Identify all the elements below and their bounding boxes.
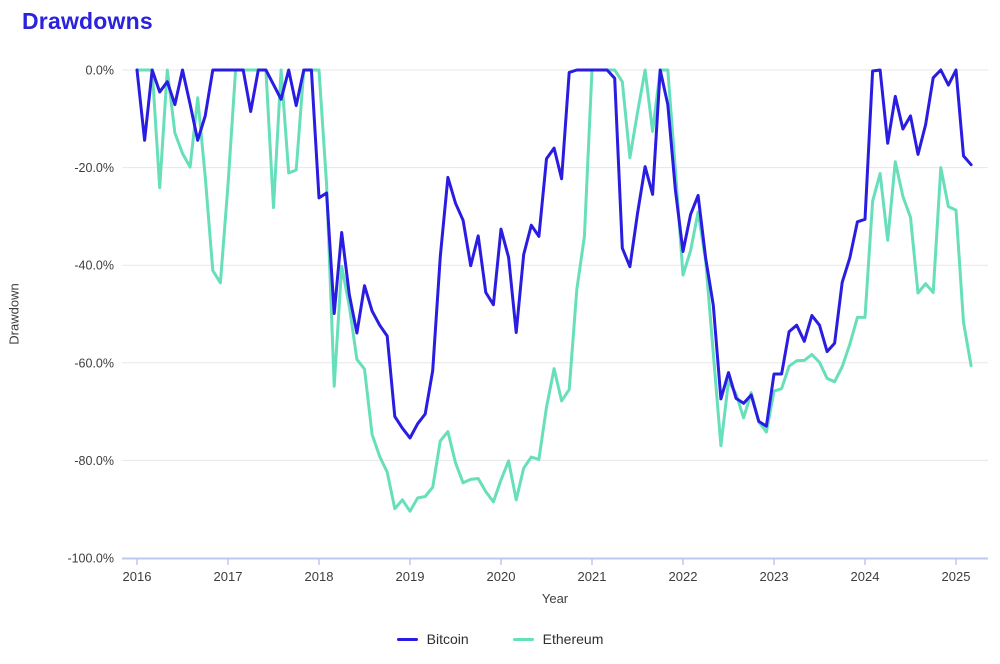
y-tick-label: -100.0% bbox=[67, 552, 114, 566]
drawdowns-line-chart[interactable]: 0.0% -20.0% -40.0% -60.0% -80.0% -100.0% 2016 2… bbox=[0, 0, 1000, 620]
y-tick-label: -80.0% bbox=[74, 454, 114, 468]
x-axis-title: Year bbox=[541, 591, 569, 606]
ethereum-drawdown-line[interactable] bbox=[135, 68, 973, 513]
ethereum-line-swatch-icon bbox=[512, 637, 534, 641]
x-tick-label: 2019 bbox=[396, 569, 425, 584]
x-tick-label: 2024 bbox=[851, 569, 880, 584]
x-tick-label: 2016 bbox=[123, 569, 152, 584]
x-tick-label: 2023 bbox=[760, 569, 789, 584]
legend-item-ethereum[interactable]: Ethereum bbox=[512, 631, 604, 647]
x-tick-label: 2022 bbox=[669, 569, 698, 584]
y-tick-label: -60.0% bbox=[74, 356, 114, 370]
legend-item-bitcoin[interactable]: Bitcoin bbox=[396, 631, 469, 647]
bitcoin-drawdown-line[interactable] bbox=[135, 68, 973, 440]
legend-label-bitcoin: Bitcoin bbox=[426, 631, 469, 647]
x-tick-label: 2018 bbox=[305, 569, 334, 584]
x-tick-label: 2021 bbox=[578, 569, 607, 584]
bitcoin-line-swatch-icon bbox=[396, 637, 418, 641]
x-tick-label: 2020 bbox=[487, 569, 516, 584]
x-tick-label: 2025 bbox=[942, 569, 971, 584]
legend-label-ethereum: Ethereum bbox=[542, 631, 604, 647]
y-tick-label: -20.0% bbox=[74, 161, 114, 175]
y-tick-label: -40.0% bbox=[74, 259, 114, 273]
x-tick-label: 2017 bbox=[214, 569, 243, 584]
y-tick-label: 0.0% bbox=[86, 64, 115, 78]
chart-legend: Bitcoin Ethereum bbox=[0, 631, 1000, 647]
page-title: Drawdowns bbox=[22, 8, 153, 34]
